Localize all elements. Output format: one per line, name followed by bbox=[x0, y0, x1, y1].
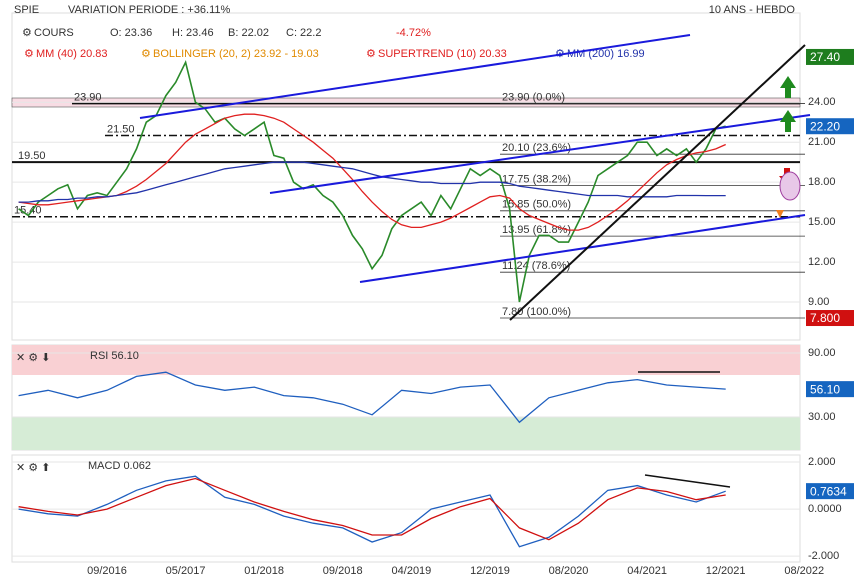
value-badge bbox=[806, 381, 854, 398]
arrow-up bbox=[780, 76, 796, 98]
series-line bbox=[18, 113, 726, 231]
price-panel bbox=[11, 12, 801, 341]
ticker: SPIE bbox=[14, 4, 39, 16]
x-tick-label: 05/2017 bbox=[166, 565, 206, 577]
x-tick-label: 04/2021 bbox=[627, 565, 667, 577]
icon: ✕ ⚙ ⬇ bbox=[16, 352, 50, 364]
x-tick-label: 08/2022 bbox=[784, 565, 824, 577]
badge-label: 22.20 bbox=[810, 119, 840, 133]
value-badge bbox=[806, 483, 854, 500]
series-line bbox=[18, 161, 726, 203]
value-badge bbox=[806, 118, 854, 135]
legend-entry: COURS bbox=[34, 27, 74, 39]
ohlc-label: C: 22.2 bbox=[286, 27, 321, 39]
marker-ellipse bbox=[779, 171, 801, 201]
ohlc-label: -4.72% bbox=[396, 27, 431, 39]
y-tick-label: 15.00 bbox=[808, 216, 836, 228]
y-tick-label: 12.00 bbox=[808, 256, 836, 268]
legend-icon: ⚙ bbox=[366, 48, 376, 60]
x-tick-label: 12/2019 bbox=[470, 565, 510, 577]
fib-label: 20.10 (23.6%) bbox=[502, 142, 571, 154]
legend-icon: ⚙ bbox=[24, 48, 34, 60]
fib-label: 11.24 (78.6%) bbox=[502, 260, 570, 272]
fib-label: 17.75 (38.2%) bbox=[502, 173, 571, 185]
level-label: 21.50 bbox=[107, 123, 135, 135]
y-tick-label: 9.00 bbox=[808, 296, 829, 308]
ohlc-label: O: 23.36 bbox=[110, 27, 152, 39]
macd-divergence bbox=[644, 474, 731, 488]
badge-label: 27.40 bbox=[810, 50, 840, 64]
fib-label: 13.95 (61.8%) bbox=[502, 224, 571, 236]
badge-label: 56.10 bbox=[810, 382, 840, 396]
trend-channel-mid bbox=[269, 114, 811, 194]
y-tick-label: 0.0000 bbox=[808, 503, 842, 515]
plot-layer: 24.00 21.00 18.00 15.00 12.00 9.00 23.90 21.50 1… bbox=[12, 27, 854, 577]
macd-panel bbox=[11, 454, 801, 563]
x-tick-label: 01/2018 bbox=[244, 565, 284, 577]
series-line bbox=[18, 59, 726, 303]
macd-title: MACD 0.062 bbox=[88, 460, 151, 472]
y-tick-label: 2.000 bbox=[808, 456, 836, 468]
oversold-zone bbox=[12, 416, 800, 450]
level-label: 23.90 bbox=[74, 91, 102, 103]
ohlc-label: B: 22.02 bbox=[228, 27, 269, 39]
rsi-title: RSI 56.10 bbox=[90, 350, 139, 362]
x-tick-label: 12/2021 bbox=[706, 565, 746, 577]
y-tick-label: -2.000 bbox=[808, 550, 839, 562]
icon: ✕ ⚙ ⬆ bbox=[16, 462, 50, 474]
badge-label: 7.800 bbox=[810, 311, 840, 325]
y-tick-label: 90.00 bbox=[808, 347, 836, 359]
legend-entry: SUPERTREND (10) 20.33 bbox=[378, 48, 507, 60]
variation: VARIATION PERIODE : +36.11% bbox=[68, 4, 231, 16]
level-label: 19.50 bbox=[18, 150, 46, 162]
fib-label: 23.90 (0.0%) bbox=[502, 91, 565, 103]
y-tick-label: 18.00 bbox=[808, 176, 836, 188]
legend-entry: MM (200) 16.99 bbox=[567, 48, 645, 60]
arrow-up bbox=[780, 110, 796, 132]
period: 10 ANS - HEBDO bbox=[709, 4, 796, 16]
series-line bbox=[18, 475, 726, 548]
trend-channel-bottom bbox=[359, 214, 806, 283]
legend-icon: ⚙ bbox=[141, 48, 151, 60]
legend-entry: MM (40) 20.83 bbox=[36, 48, 108, 60]
x-tick-label: 09/2018 bbox=[323, 565, 363, 577]
x-tick-label: 09/2016 bbox=[87, 565, 127, 577]
value-badge bbox=[806, 48, 854, 65]
badge-label: 0.7634 bbox=[810, 484, 847, 498]
x-tick-label: 08/2020 bbox=[549, 565, 589, 577]
trend-line-up bbox=[509, 44, 806, 321]
trend-channel-top bbox=[139, 34, 691, 119]
y-tick-label: 24.00 bbox=[808, 96, 836, 108]
y-tick-label: 21.00 bbox=[808, 136, 836, 148]
panel-icons: ✕ ⚙ ⬇ ✕ ⚙ ⬆ bbox=[16, 352, 50, 474]
legend-entry: BOLLINGER (20, 2) 23.92 - 19.03 bbox=[153, 48, 319, 60]
series-line bbox=[18, 477, 726, 541]
overbought-zone bbox=[12, 345, 800, 375]
ohlc-label: H: 23.46 bbox=[172, 27, 214, 39]
y-tick-label: 30.00 bbox=[808, 411, 836, 423]
legend-icon: ⚙ bbox=[22, 27, 32, 39]
series-line bbox=[18, 371, 726, 424]
arrow-down-small bbox=[776, 210, 784, 218]
fib-label: 7.80 (100.0%) bbox=[502, 306, 571, 318]
x-tick-label: 04/2019 bbox=[392, 565, 432, 577]
value-badge bbox=[806, 310, 854, 327]
